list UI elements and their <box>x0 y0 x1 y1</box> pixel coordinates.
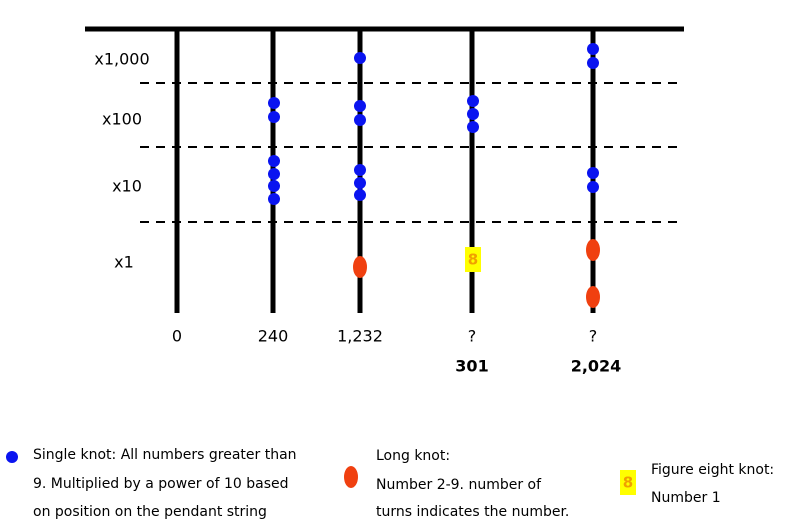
row-label: x1 <box>114 253 134 272</box>
legend-text: Figure eight knot: <box>651 462 774 478</box>
answer: 2,024 <box>571 357 622 376</box>
knot <box>467 108 479 120</box>
knot <box>354 114 366 126</box>
knot <box>467 95 479 107</box>
knot <box>586 239 600 261</box>
legend-single-knot <box>6 451 18 463</box>
legend-text: Long knot: <box>376 448 450 464</box>
separators <box>140 82 684 223</box>
knot <box>586 286 600 308</box>
knot <box>354 177 366 189</box>
long-knots <box>344 239 600 488</box>
legend-figure-eight <box>620 470 636 495</box>
string-label: 240 <box>258 327 289 346</box>
knot <box>587 167 599 179</box>
legend-text: 9. Multiplied by a power of 10 based <box>33 476 289 492</box>
legend-text: Number 2-9. number of <box>376 477 542 493</box>
knot-glyph: 8 <box>468 251 478 269</box>
legend-text: on position on the pendant string <box>33 504 267 520</box>
knot <box>587 181 599 193</box>
knot <box>353 256 367 278</box>
legend-glyph: 8 <box>623 474 633 492</box>
figure-eight-knots: 8 8 <box>465 247 636 495</box>
single-knots <box>6 43 599 463</box>
string-label: ? <box>589 327 598 346</box>
answer: 301 <box>455 357 488 376</box>
legend-text: Single knot: All numbers greater than <box>33 447 297 463</box>
knot <box>354 100 366 112</box>
string-label: ? <box>468 327 477 346</box>
knot <box>268 193 280 205</box>
row-label: x1,000 <box>94 50 149 69</box>
knot <box>268 155 280 167</box>
knot <box>467 121 479 133</box>
legend-text: Number 1 <box>651 490 721 506</box>
legend-long-knot <box>344 466 358 488</box>
knot <box>268 97 280 109</box>
knot <box>268 180 280 192</box>
knot <box>587 57 599 69</box>
string-label: 0 <box>172 327 182 346</box>
knot <box>268 111 280 123</box>
pendants <box>174 29 596 313</box>
row-label: x10 <box>112 177 142 196</box>
row-label: x100 <box>102 110 142 129</box>
legend-text: turns indicates the number. <box>376 504 569 520</box>
knot <box>268 168 280 180</box>
knot <box>354 52 366 64</box>
string-label: 1,232 <box>337 327 383 346</box>
knot <box>354 189 366 201</box>
knot <box>354 164 366 176</box>
knot <box>587 43 599 55</box>
knot <box>465 247 481 272</box>
